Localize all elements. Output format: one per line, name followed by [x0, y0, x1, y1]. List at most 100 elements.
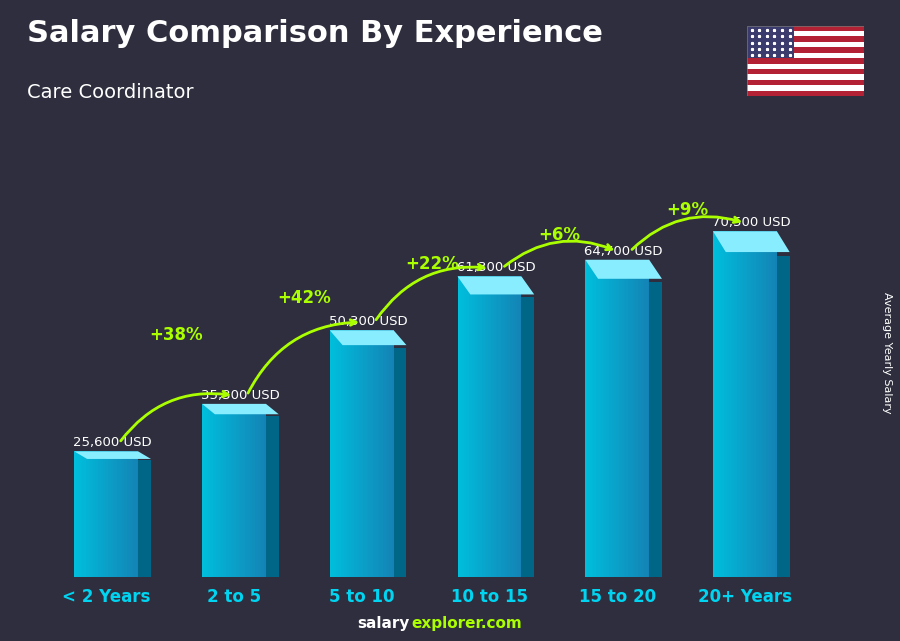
Bar: [127, 451, 129, 577]
Bar: [364, 330, 366, 577]
Bar: [387, 330, 389, 577]
Bar: [343, 330, 344, 577]
Text: +9%: +9%: [666, 201, 708, 219]
Bar: [471, 276, 472, 577]
Text: 64,700 USD: 64,700 USD: [584, 245, 663, 258]
Bar: [753, 231, 754, 577]
Bar: [244, 404, 245, 577]
Bar: [507, 276, 508, 577]
Bar: [133, 451, 135, 577]
Bar: [747, 53, 864, 58]
Bar: [256, 404, 258, 577]
Bar: [386, 330, 387, 577]
Text: Salary Comparison By Experience: Salary Comparison By Experience: [27, 19, 603, 48]
Bar: [379, 330, 381, 577]
Bar: [747, 231, 748, 577]
Bar: [608, 260, 609, 577]
Bar: [506, 276, 507, 577]
Bar: [82, 451, 84, 577]
Bar: [373, 330, 374, 577]
Bar: [329, 330, 331, 577]
Bar: [114, 451, 116, 577]
Bar: [485, 276, 486, 577]
Bar: [490, 276, 491, 577]
Bar: [87, 451, 89, 577]
Bar: [242, 404, 244, 577]
Bar: [374, 330, 376, 577]
Bar: [504, 276, 506, 577]
Bar: [210, 404, 212, 577]
Bar: [587, 260, 589, 577]
Bar: [230, 404, 232, 577]
Bar: [723, 231, 724, 577]
Bar: [90, 451, 92, 577]
Bar: [734, 231, 735, 577]
Bar: [648, 260, 649, 577]
Bar: [381, 330, 382, 577]
Bar: [634, 260, 636, 577]
Bar: [498, 276, 500, 577]
Polygon shape: [266, 416, 279, 577]
Bar: [591, 260, 593, 577]
Bar: [259, 404, 261, 577]
Text: +42%: +42%: [277, 288, 331, 307]
Bar: [384, 330, 386, 577]
Bar: [96, 451, 98, 577]
Bar: [218, 404, 220, 577]
Bar: [354, 330, 356, 577]
Bar: [252, 404, 253, 577]
Bar: [725, 231, 727, 577]
Bar: [762, 231, 764, 577]
Bar: [775, 231, 777, 577]
Bar: [95, 451, 96, 577]
Bar: [641, 260, 643, 577]
Bar: [77, 451, 79, 577]
Bar: [747, 91, 864, 96]
Bar: [368, 330, 370, 577]
Bar: [520, 276, 521, 577]
Bar: [510, 276, 512, 577]
Bar: [611, 260, 612, 577]
Bar: [378, 330, 379, 577]
Bar: [747, 69, 864, 74]
Bar: [630, 260, 632, 577]
Bar: [747, 31, 864, 37]
Bar: [518, 276, 520, 577]
Bar: [769, 231, 770, 577]
Bar: [258, 404, 259, 577]
Bar: [125, 451, 127, 577]
Bar: [106, 451, 108, 577]
Text: explorer.com: explorer.com: [411, 617, 522, 631]
Bar: [108, 451, 110, 577]
Bar: [250, 404, 252, 577]
Polygon shape: [139, 460, 151, 577]
Bar: [628, 260, 630, 577]
Polygon shape: [329, 330, 407, 345]
Bar: [750, 231, 751, 577]
Bar: [718, 231, 719, 577]
Bar: [729, 231, 731, 577]
Bar: [344, 330, 346, 577]
Bar: [492, 276, 494, 577]
Bar: [747, 80, 864, 85]
Bar: [486, 276, 488, 577]
Bar: [477, 276, 478, 577]
Text: Average Yearly Salary: Average Yearly Salary: [881, 292, 892, 413]
Bar: [240, 404, 242, 577]
Bar: [620, 260, 622, 577]
Bar: [202, 404, 203, 577]
Bar: [389, 330, 391, 577]
Bar: [636, 260, 638, 577]
Bar: [263, 404, 265, 577]
Bar: [640, 260, 641, 577]
Bar: [480, 276, 482, 577]
Bar: [747, 37, 864, 42]
Bar: [459, 276, 461, 577]
Bar: [121, 451, 122, 577]
Bar: [341, 330, 343, 577]
Bar: [622, 260, 624, 577]
Bar: [92, 451, 94, 577]
Bar: [469, 276, 471, 577]
Bar: [617, 260, 619, 577]
Bar: [81, 451, 82, 577]
